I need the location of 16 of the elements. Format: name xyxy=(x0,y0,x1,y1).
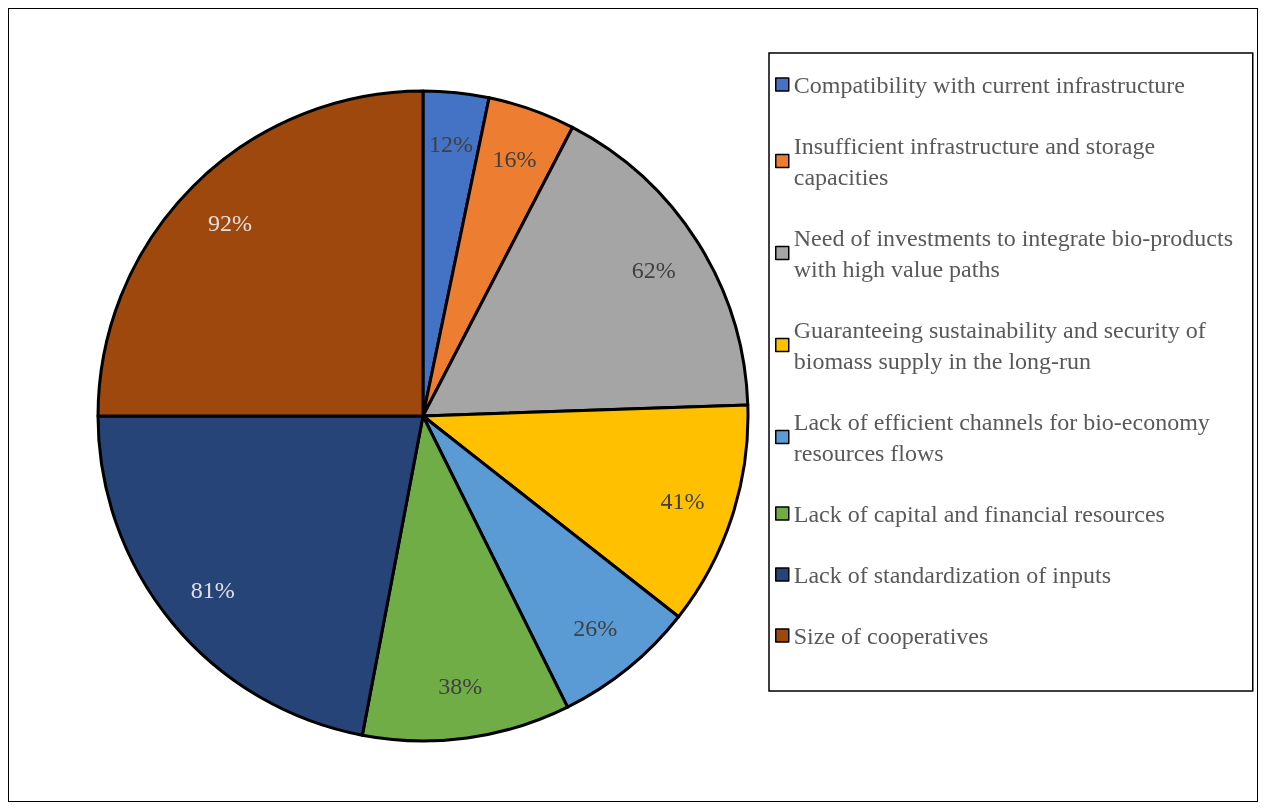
legend-label: Compatibility with current infrastructure xyxy=(793,71,1185,98)
legend-label: Insufficient infrastructure and storage capacities xyxy=(793,132,1162,190)
legend-label: Need of investments to integrate bio-products with high value paths xyxy=(793,224,1239,282)
data-label: 16% xyxy=(492,145,537,172)
legend-label: Lack of capital and financial resources xyxy=(793,500,1165,527)
legend-label: Lack of standardization of inputs xyxy=(793,561,1111,588)
legend-label: Guaranteeing sustainability and security of biomass supply in the long-run xyxy=(793,316,1212,374)
data-label: 81% xyxy=(190,577,235,604)
data-label: 26% xyxy=(573,614,618,641)
legend-label: Size of cooperatives xyxy=(793,622,989,649)
data-label: 92% xyxy=(207,209,252,236)
data-label: 62% xyxy=(631,257,676,284)
data-label: 38% xyxy=(438,673,483,700)
legend-label: Lack of efficient channels for bio-economy resources flows xyxy=(793,408,1216,466)
data-label: 41% xyxy=(660,487,705,514)
data-label: 12% xyxy=(428,131,473,158)
